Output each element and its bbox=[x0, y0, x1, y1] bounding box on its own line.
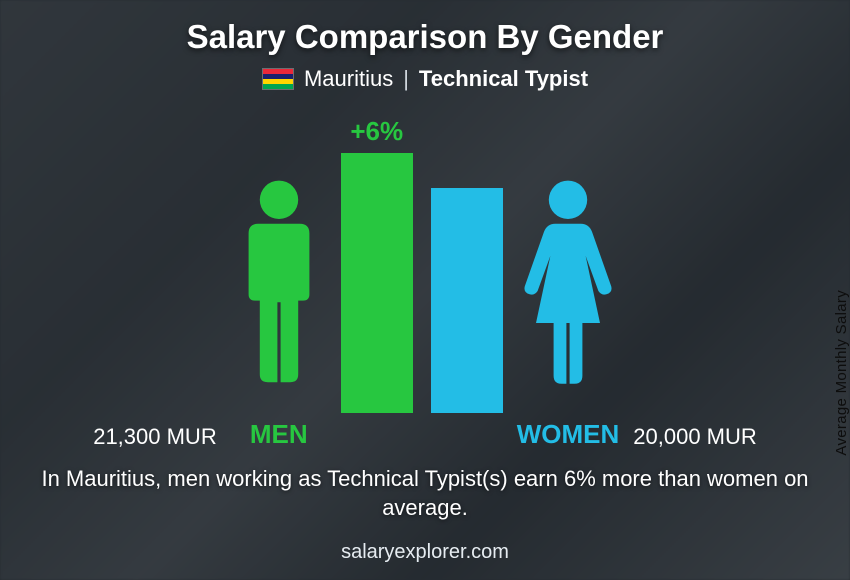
country-label: Mauritius bbox=[304, 66, 393, 92]
mauritius-flag-icon bbox=[262, 68, 294, 90]
chart-area: 21,300 MUR MEN +6% bbox=[30, 102, 820, 450]
men-value: 21,300 MUR bbox=[93, 424, 217, 450]
men-value-col: 21,300 MUR bbox=[93, 158, 217, 450]
subtitle-row: Mauritius | Technical Typist bbox=[262, 66, 588, 92]
women-value-col: 20,000 MUR bbox=[633, 158, 757, 450]
page-title: Salary Comparison By Gender bbox=[187, 18, 664, 56]
men-icon-col: MEN bbox=[231, 153, 327, 450]
separator: | bbox=[403, 66, 409, 92]
women-bar-col bbox=[431, 188, 503, 450]
men-bar bbox=[341, 153, 413, 413]
woman-icon bbox=[520, 153, 616, 413]
men-group: 21,300 MUR MEN +6% bbox=[93, 116, 413, 450]
man-icon bbox=[231, 153, 327, 413]
job-title: Technical Typist bbox=[419, 66, 588, 92]
women-value: 20,000 MUR bbox=[633, 424, 757, 450]
site-credit: salaryexplorer.com bbox=[341, 541, 509, 564]
men-bar-col: +6% bbox=[341, 116, 413, 450]
men-category-label: MEN bbox=[250, 419, 308, 450]
women-category-label: WOMEN bbox=[517, 419, 620, 450]
women-bar bbox=[431, 188, 503, 413]
women-icon-col: WOMEN bbox=[517, 153, 620, 450]
delta-label: +6% bbox=[350, 116, 403, 147]
y-axis-label: Average Monthly Salary bbox=[834, 290, 850, 456]
women-group: WOMEN 20,000 MUR bbox=[431, 153, 757, 450]
content-wrapper: Salary Comparison By Gender Mauritius | … bbox=[0, 0, 850, 580]
caption-text: In Mauritius, men working as Technical T… bbox=[35, 464, 815, 523]
